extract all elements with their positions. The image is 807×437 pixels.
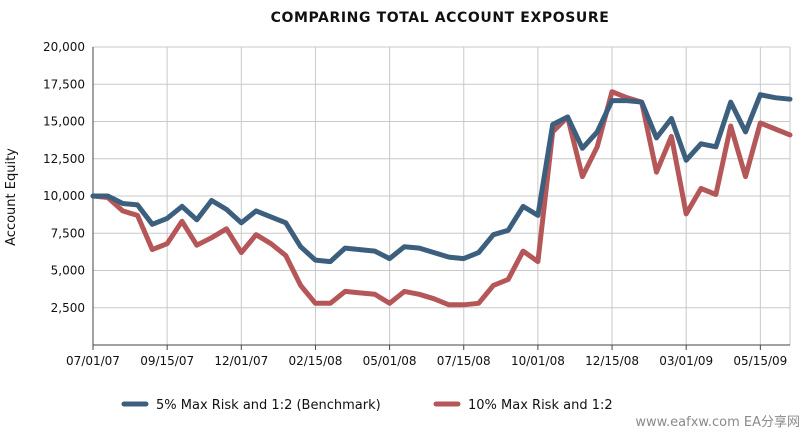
watermark-text: www.eafxw.com EA分享网	[635, 414, 800, 430]
x-tick-label: 07/15/08	[437, 354, 491, 368]
x-tick-label: 10/01/08	[511, 354, 565, 368]
legend-label-0: 5% Max Risk and 1:2 (Benchmark)	[156, 398, 381, 413]
y-tick-label: 17,500	[43, 77, 85, 91]
gridlines	[92, 46, 791, 345]
y-axis-label: Account Equity	[4, 148, 19, 246]
x-tick-label: 05/15/09	[733, 354, 787, 368]
chart-title: COMPARING TOTAL ACCOUNT EXPOSURE	[271, 10, 610, 26]
x-tick-label: 02/15/08	[288, 354, 342, 368]
x-tick-label: 03/01/09	[659, 354, 713, 368]
y-tick-label: 20,000	[43, 40, 85, 54]
series-line-0	[90, 92, 793, 265]
x-tick-label: 07/01/07	[66, 354, 120, 368]
series-lines	[90, 89, 793, 308]
x-tick-label: 12/01/07	[214, 354, 268, 368]
x-tick-label: 05/01/08	[363, 354, 417, 368]
y-tick-labels: 2,500 5,000 7,500 10,000 12,500 15,000 17,500 2…	[43, 40, 85, 315]
y-tick-label: 5,000	[51, 264, 85, 278]
y-tick-label: 15,000	[43, 115, 85, 129]
series-line-1	[90, 89, 793, 308]
y-tick-label: 12,500	[43, 152, 85, 166]
y-tick-label: 7,500	[51, 226, 85, 240]
x-tick-label: 09/15/07	[140, 354, 194, 368]
x-tick-labels: 07/01/07 09/15/07 12/01/07 02/15/08 05/01/08…	[66, 354, 787, 368]
y-tick-label: 10,000	[43, 189, 85, 203]
x-tick-label: 12/15/08	[585, 354, 639, 368]
y-tick-label: 2,500	[51, 301, 85, 315]
legend-label-1: 10% Max Risk and 1:2	[468, 398, 613, 413]
legend: 5% Max Risk and 1:2 (Benchmark) 10% Max R…	[121, 398, 613, 413]
